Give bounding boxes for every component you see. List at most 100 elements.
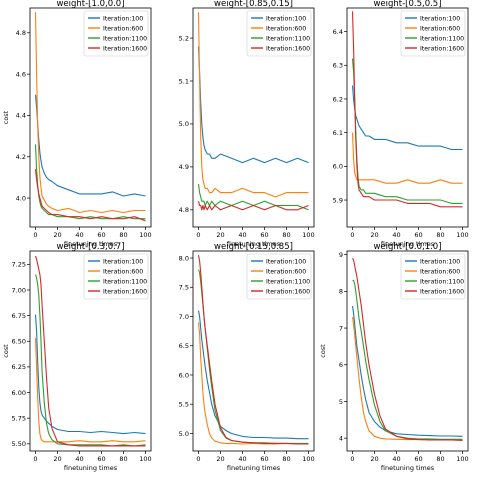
x-tick-label: 40 <box>392 455 400 463</box>
legend-label: Iteration:100 <box>103 258 143 265</box>
chart-panel: weight-[0.15,0.85] 0 20 40 60 80 100 5.0 5.5 6.0 6… <box>179 242 315 472</box>
y-tick-label: 6.2 <box>333 95 343 103</box>
x-tick-label: 0 <box>33 231 37 239</box>
x-tick-label: 60 <box>260 455 268 463</box>
x-tick-label: 60 <box>260 231 268 239</box>
legend-label: Iteration:100 <box>420 258 460 265</box>
x-tick-label: 0 <box>33 455 37 463</box>
chart-panel: weight-[0.85,0.15] 0 20 40 60 80 100 4.8 4.9 5.0 5… <box>179 0 315 248</box>
x-tick-label: 20 <box>53 231 61 239</box>
y-tick-label: 6.00 <box>12 389 26 397</box>
y-tick-label: 5.2 <box>179 34 189 42</box>
y-tick-label: 6 <box>339 361 343 369</box>
x-tick-label: 80 <box>119 231 127 239</box>
y-axis-label: cost <box>2 344 10 358</box>
chart-title: weight-[0.5,0.5] <box>373 0 441 9</box>
series-line <box>34 94 146 197</box>
y-tick-label: 5.5 <box>179 401 189 409</box>
x-tick-label: 80 <box>436 455 444 463</box>
legend-label: Iteration:100 <box>420 15 460 22</box>
x-tick-label: 40 <box>238 455 246 463</box>
y-tick-label: 4.4 <box>16 112 26 120</box>
x-tick-label: 80 <box>282 455 290 463</box>
legend-box <box>83 10 149 57</box>
y-tick-label: 4.8 <box>179 206 189 214</box>
legend-label: Iteration:1600 <box>266 45 310 52</box>
plot-frame <box>192 7 315 228</box>
y-tick-label: 5.1 <box>179 77 189 85</box>
legend-label: Iteration:1100 <box>266 278 310 285</box>
y-tick-label: 9 <box>339 251 343 259</box>
y-tick-label: 6.5 <box>179 342 189 350</box>
x-tick-label: 80 <box>436 231 444 239</box>
x-tick-label: 60 <box>414 455 422 463</box>
y-tick-label: 5.75 <box>12 414 26 422</box>
legend-label: Iteration:600 <box>420 268 460 275</box>
legend-box <box>400 253 466 300</box>
legend-label: Iteration:100 <box>103 15 143 22</box>
legend-label: Iteration:1100 <box>266 35 310 42</box>
legend-label: Iteration:1600 <box>420 288 464 295</box>
x-tick-label: 0 <box>350 455 354 463</box>
legend-label: Iteration:600 <box>420 25 460 32</box>
plot-frame <box>192 250 315 452</box>
y-tick-label: 8.0 <box>179 254 189 262</box>
x-tick-label: 60 <box>97 231 105 239</box>
series-line <box>352 279 463 440</box>
series-line <box>351 11 463 208</box>
series-line <box>34 12 146 214</box>
y-tick-label: 5.0 <box>179 120 189 128</box>
series-line <box>197 46 309 164</box>
y-tick-label: 6.50 <box>12 338 26 346</box>
y-tick-label: 4.2 <box>16 153 26 161</box>
y-tick-label: 4.8 <box>16 29 26 37</box>
chart-panel: weight-[1.0,0.0] 0 20 40 60 80 100 4.0 4.2 4.4 4.6… <box>2 0 152 248</box>
y-tick-label: 6.0 <box>333 163 343 171</box>
legend-box <box>246 10 312 57</box>
legend-label: Iteration:1600 <box>266 288 310 295</box>
y-tick-label: 7.00 <box>12 286 26 294</box>
legend-label: Iteration:1600 <box>103 45 147 52</box>
plot-frame <box>346 7 469 228</box>
x-tick-label: 0 <box>196 455 200 463</box>
x-tick-label: 60 <box>97 455 105 463</box>
chart-title: weight-[0.85,0.15] <box>214 0 293 9</box>
y-tick-label: 6.25 <box>12 363 26 371</box>
y-tick-label: 5.0 <box>179 430 189 438</box>
x-tick-label: 100 <box>302 455 314 463</box>
series-line <box>351 305 463 437</box>
series-line <box>197 12 309 198</box>
legend-label: Iteration:600 <box>103 268 143 275</box>
x-tick-label: 20 <box>370 231 378 239</box>
series-line <box>351 132 463 184</box>
series-line <box>34 169 146 222</box>
legend-label: Iteration:1100 <box>103 278 147 285</box>
chart-panel: weight-[0.3,0.7] 0 20 40 60 80 100 5.50 5.75 6.00… <box>2 242 152 472</box>
x-axis-label: finetuning times <box>381 464 435 472</box>
legend: Iteration:100 Iteration:600 Iteration:1100… <box>246 253 312 300</box>
legend-label: Iteration:1100 <box>103 35 147 42</box>
y-tick-label: 7.5 <box>179 284 189 292</box>
chart-panel: weight-[0.5,0.5] 0 20 40 60 80 100 5.9 6.0 6.1 6.2… <box>333 0 469 248</box>
y-tick-label: 6.0 <box>179 371 189 379</box>
y-axis-label: cost <box>2 110 10 124</box>
y-tick-label: 4.6 <box>16 70 26 78</box>
plot-frame <box>29 7 152 228</box>
series-line <box>197 201 309 211</box>
legend-box <box>246 253 312 300</box>
y-tick-label: 7 <box>339 324 343 332</box>
x-axis-label: finetuning times <box>64 464 118 472</box>
y-tick-label: 7.25 <box>12 261 26 269</box>
y-tick-label: 4 <box>339 434 343 442</box>
legend-label: Iteration:1100 <box>420 35 464 42</box>
y-tick-label: 4.0 <box>16 194 26 202</box>
y-tick-label: 6.4 <box>333 28 343 36</box>
x-tick-label: 100 <box>139 231 151 239</box>
legend-label: Iteration:100 <box>266 15 306 22</box>
y-tick-label: 7.0 <box>179 313 189 321</box>
chart-title: weight-[0.3,0.7] <box>56 242 124 252</box>
x-tick-label: 20 <box>370 455 378 463</box>
y-tick-label: 6.75 <box>12 312 26 320</box>
y-tick-label: 5 <box>339 398 343 406</box>
